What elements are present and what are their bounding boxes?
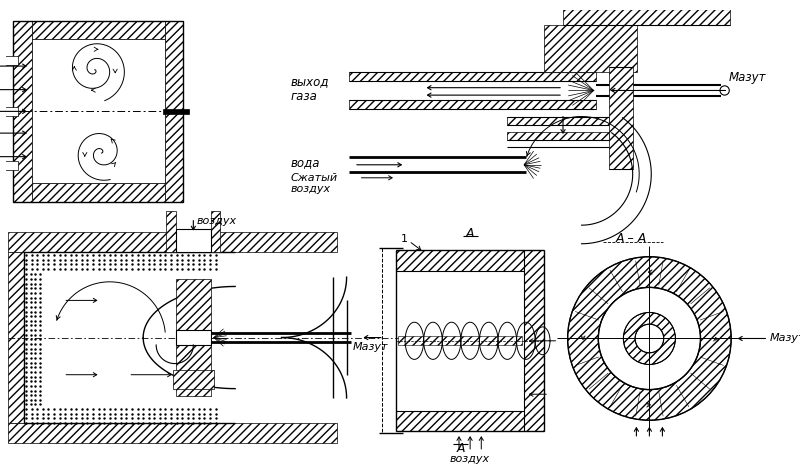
Bar xyxy=(7,252,24,423)
Text: выход
газа: выход газа xyxy=(291,75,330,102)
Bar xyxy=(7,232,338,252)
Wedge shape xyxy=(623,312,675,364)
Bar xyxy=(176,330,211,345)
Text: воздух: воздух xyxy=(450,454,490,464)
Wedge shape xyxy=(568,257,731,420)
Bar xyxy=(350,100,595,109)
Bar xyxy=(524,250,545,431)
Text: Мазут: Мазут xyxy=(353,342,389,352)
Bar xyxy=(162,109,189,114)
Bar xyxy=(176,345,211,396)
Text: Сжатый
воздух: Сжатый воздух xyxy=(291,173,338,194)
Bar xyxy=(211,211,220,252)
Bar xyxy=(0,107,18,116)
Bar xyxy=(610,67,633,169)
Bar xyxy=(165,21,183,202)
Text: вода: вода xyxy=(291,156,320,169)
Bar xyxy=(0,56,18,65)
Text: Мазут: Мазут xyxy=(728,71,766,84)
Bar xyxy=(507,132,610,140)
Bar xyxy=(350,72,595,81)
Bar xyxy=(173,370,214,388)
Bar xyxy=(398,336,522,346)
Text: воздух: воздух xyxy=(197,216,237,226)
Bar xyxy=(32,183,165,202)
Bar xyxy=(166,211,176,252)
Circle shape xyxy=(720,86,730,95)
Text: 1: 1 xyxy=(401,234,407,244)
Bar xyxy=(545,25,638,72)
Bar xyxy=(13,21,32,202)
Bar xyxy=(176,279,211,330)
Bar xyxy=(32,39,165,183)
Bar xyxy=(7,423,338,444)
Bar xyxy=(563,9,730,25)
Bar xyxy=(13,21,183,202)
Text: А: А xyxy=(466,227,474,240)
Bar xyxy=(32,21,165,39)
Bar xyxy=(507,118,610,125)
Bar xyxy=(396,250,524,270)
Text: Мазут: Мазут xyxy=(770,334,800,344)
Bar xyxy=(176,229,211,252)
Bar xyxy=(396,411,524,431)
Circle shape xyxy=(598,287,701,389)
Text: А – А: А – А xyxy=(615,232,646,244)
Bar xyxy=(0,161,18,170)
Text: А: А xyxy=(457,442,465,455)
